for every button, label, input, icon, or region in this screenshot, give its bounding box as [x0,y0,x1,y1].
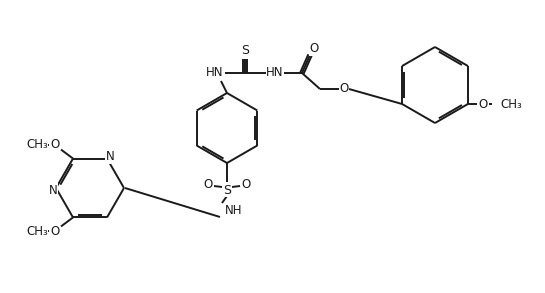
Text: O: O [50,225,59,238]
Text: O: O [479,98,488,110]
Text: N: N [106,150,114,163]
Text: O: O [340,83,349,96]
Text: O: O [50,138,59,151]
Text: O: O [241,178,251,192]
Text: NH: NH [225,204,243,217]
Text: O: O [203,178,213,192]
Text: HN: HN [267,67,284,79]
Text: S: S [241,45,249,57]
Text: CH₃: CH₃ [26,138,48,151]
Text: HN: HN [206,67,224,79]
Text: O: O [310,42,319,55]
Text: N: N [49,183,57,197]
Text: S: S [223,183,231,197]
Text: CH₃: CH₃ [26,225,48,238]
Text: CH₃: CH₃ [500,98,522,110]
